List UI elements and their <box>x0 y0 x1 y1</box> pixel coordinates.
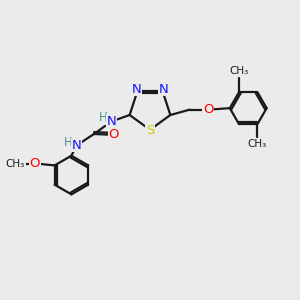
Text: N: N <box>159 83 168 96</box>
Text: H: H <box>64 136 73 149</box>
Text: O: O <box>203 103 213 116</box>
Text: H: H <box>98 112 107 124</box>
Text: O: O <box>29 158 40 170</box>
Text: CH₃: CH₃ <box>248 139 267 149</box>
Text: N: N <box>106 115 116 128</box>
Text: N: N <box>132 83 141 96</box>
Text: S: S <box>146 124 154 137</box>
Text: CH₃: CH₃ <box>230 66 249 76</box>
Text: N: N <box>72 139 82 152</box>
Text: CH₃: CH₃ <box>6 159 25 169</box>
Text: O: O <box>108 128 119 141</box>
